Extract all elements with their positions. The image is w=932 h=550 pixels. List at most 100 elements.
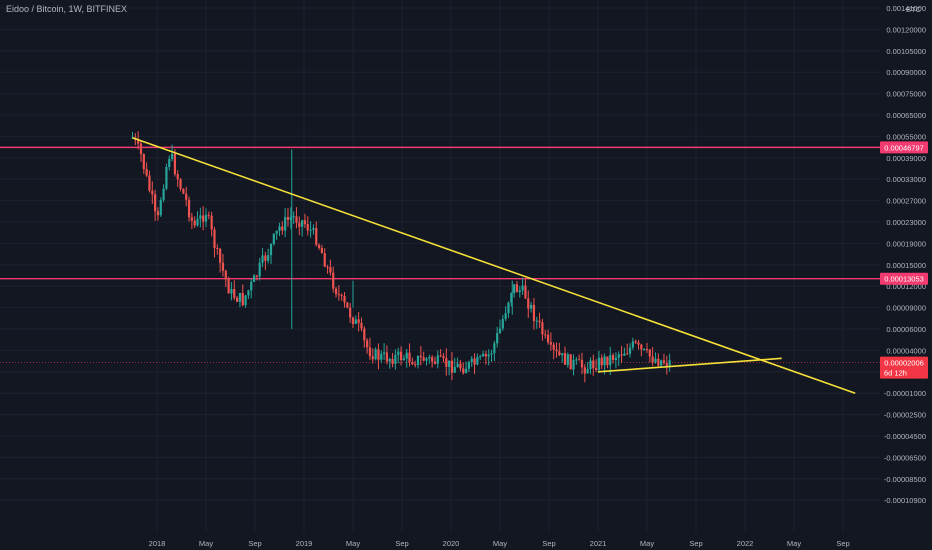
candle-body <box>578 359 581 361</box>
candle-body <box>142 154 145 170</box>
candle-body <box>284 217 287 231</box>
x-tick-label: 2020 <box>443 539 460 548</box>
y-tick-label: 0.00105000 <box>886 47 926 56</box>
x-tick-label: Sep <box>395 539 408 548</box>
candle-body <box>589 360 592 370</box>
candle-body <box>484 353 487 357</box>
candle-body <box>187 199 191 218</box>
y-tick-label: 0.00033000 <box>886 175 926 184</box>
y-tick-label: 0.00004000 <box>886 346 926 355</box>
candle-body <box>235 297 239 302</box>
candle-body <box>156 211 160 216</box>
candle-body <box>546 334 550 343</box>
x-tick-label: May <box>199 539 213 548</box>
candle-body <box>168 158 171 167</box>
candle-body <box>660 360 663 366</box>
candle-body <box>255 275 258 277</box>
candle-body <box>402 358 405 361</box>
candle-body <box>272 233 275 244</box>
time-axis[interactable]: 2018 May Sep 2019 May Sep 2020 May Sep 2021 May Sep… <box>149 539 850 548</box>
y-tick-label: 0.00006000 <box>886 325 926 334</box>
last-price-tag <box>880 356 928 379</box>
candle-body <box>606 356 609 366</box>
candle-body <box>433 361 437 364</box>
candle-body <box>510 293 513 303</box>
candle-body <box>490 353 493 355</box>
candle-body <box>586 369 589 374</box>
y-tick-label: 0.00019000 <box>886 239 926 248</box>
candle-body <box>340 294 343 297</box>
candle-body <box>662 360 666 364</box>
trendline <box>597 357 782 373</box>
last-price-value: 0.00002006 <box>884 359 924 368</box>
candle-body <box>312 228 315 230</box>
candle-body <box>278 226 281 231</box>
candle-body <box>473 358 476 365</box>
candle-body <box>252 275 256 282</box>
bar-countdown: 6d 12h <box>884 369 907 378</box>
candle-body <box>643 348 646 350</box>
y-tick-label: -0.00002500 <box>884 411 926 420</box>
candle-body <box>137 140 140 144</box>
y-tick-label: -0.00010900 <box>884 496 926 505</box>
candle-body <box>529 304 533 309</box>
y-tick-label: -0.00006500 <box>884 453 926 462</box>
candle-body <box>380 353 383 360</box>
candle-body <box>467 361 471 369</box>
candle-body <box>459 363 462 369</box>
candle-body <box>566 354 569 365</box>
candlesticks <box>131 131 671 383</box>
candle-body <box>275 230 278 234</box>
candle-body <box>595 368 598 370</box>
candle-body <box>416 355 420 365</box>
candle-body <box>450 360 454 373</box>
candle-body <box>513 284 516 294</box>
candle-body <box>320 247 324 254</box>
candle-body <box>329 267 332 273</box>
candle-body <box>196 218 199 226</box>
candle-body <box>349 307 352 318</box>
candle-body <box>600 357 603 366</box>
candle-body <box>634 341 637 343</box>
symbol-title: Eidoo / Bitcoin, 1W, BITFINEX <box>6 4 128 14</box>
candle-body <box>561 353 564 356</box>
candle-body <box>668 360 671 366</box>
candle-body <box>524 285 527 299</box>
candle-body <box>230 289 233 294</box>
candle-body <box>213 229 216 248</box>
candle-body <box>337 294 340 296</box>
candle-body <box>569 354 572 370</box>
candle-body <box>374 349 377 360</box>
price-axis[interactable]: 0.00141000 0.00120000 0.00105000 0.00090000… <box>884 4 926 505</box>
candle-body <box>233 289 236 298</box>
candle-body <box>453 367 456 373</box>
candle-body <box>541 322 544 335</box>
candle-body <box>498 328 502 333</box>
candle-body <box>493 343 496 354</box>
candle-body <box>464 368 468 374</box>
candle-body <box>295 216 298 223</box>
candle-body <box>179 179 182 190</box>
candle-body <box>580 359 584 368</box>
candle-body <box>419 355 422 358</box>
x-tick-label: 2022 <box>737 539 754 548</box>
candle-body <box>611 355 615 360</box>
y-tick-label: 0.00075000 <box>886 90 926 99</box>
candle-body <box>442 356 445 359</box>
candle-body <box>281 226 284 231</box>
candle-body <box>162 188 165 200</box>
candle-body <box>507 302 510 314</box>
candle-body <box>397 351 400 355</box>
candle-body <box>408 352 411 362</box>
candle-body <box>572 360 575 370</box>
candle-body <box>170 153 174 159</box>
candle-body <box>422 357 425 361</box>
candle-body <box>648 349 651 357</box>
candle-body <box>448 360 451 367</box>
candle-body <box>286 217 290 220</box>
candle-body <box>346 302 349 308</box>
chart-grid <box>0 0 880 532</box>
trendlines[interactable] <box>132 136 856 394</box>
